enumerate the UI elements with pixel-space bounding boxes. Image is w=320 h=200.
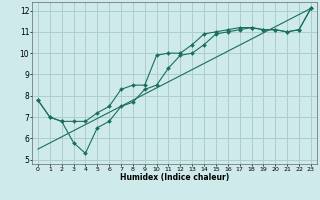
X-axis label: Humidex (Indice chaleur): Humidex (Indice chaleur)	[120, 173, 229, 182]
